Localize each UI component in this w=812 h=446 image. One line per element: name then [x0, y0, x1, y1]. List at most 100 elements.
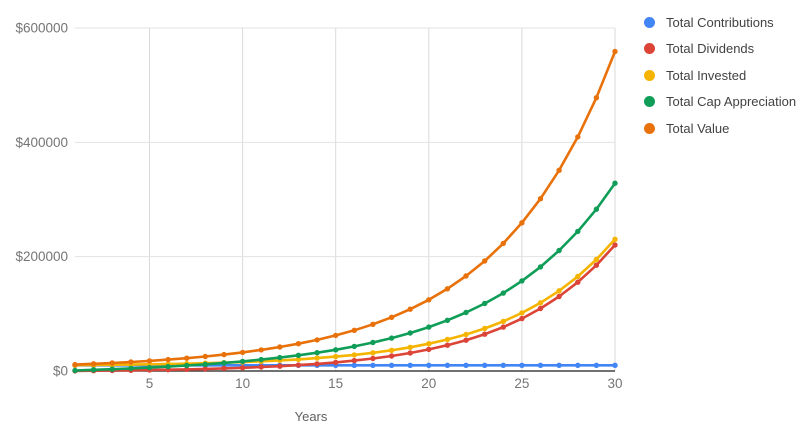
data-point-total-dividends[interactable] — [426, 346, 432, 353]
data-point-total-invested[interactable] — [444, 336, 451, 343]
data-point-total-value[interactable] — [519, 220, 525, 226]
data-point-total-cap-appreciation[interactable] — [146, 364, 153, 371]
data-point-total-dividends[interactable] — [221, 365, 227, 372]
data-point-total-dividends[interactable] — [575, 279, 581, 285]
data-point-total-cap-appreciation[interactable] — [128, 365, 134, 372]
data-point-total-cap-appreciation[interactable] — [556, 247, 562, 254]
data-point-total-invested[interactable] — [575, 273, 581, 280]
data-point-total-contributions[interactable] — [463, 362, 469, 368]
data-point-total-dividends[interactable] — [295, 362, 302, 368]
data-point-total-invested[interactable] — [500, 318, 506, 325]
data-point-total-contributions[interactable] — [593, 362, 600, 368]
data-point-total-value[interactable] — [482, 258, 488, 264]
data-point-total-value[interactable] — [90, 361, 97, 367]
data-point-total-contributions[interactable] — [575, 362, 581, 368]
data-point-total-value[interactable] — [202, 353, 208, 360]
data-point-total-value[interactable] — [575, 134, 581, 140]
data-point-total-invested[interactable] — [556, 288, 562, 294]
data-point-total-invested[interactable] — [370, 350, 376, 356]
data-point-total-value[interactable] — [109, 360, 115, 366]
data-point-total-value[interactable] — [184, 355, 190, 361]
data-point-total-cap-appreciation[interactable] — [239, 358, 246, 365]
data-point-total-value[interactable] — [556, 167, 562, 173]
data-point-total-value[interactable] — [593, 95, 600, 101]
series-total-cap-appreciation[interactable] — [72, 180, 618, 374]
legend-item-total-value[interactable]: Total Value — [644, 115, 796, 142]
data-point-total-dividends[interactable] — [258, 364, 264, 370]
data-point-total-dividends[interactable] — [519, 315, 525, 322]
data-point-total-cap-appreciation[interactable] — [444, 317, 451, 323]
data-point-total-cap-appreciation[interactable] — [221, 360, 227, 366]
data-point-total-invested[interactable] — [351, 352, 357, 358]
legend-item-total-dividends[interactable]: Total Dividends — [644, 36, 796, 63]
data-point-total-cap-appreciation[interactable] — [593, 206, 600, 212]
data-point-total-value[interactable] — [463, 273, 469, 279]
data-point-total-value[interactable] — [612, 48, 618, 55]
data-point-total-dividends[interactable] — [370, 355, 376, 362]
data-point-total-value[interactable] — [221, 351, 227, 358]
data-point-total-invested[interactable] — [463, 331, 469, 338]
data-point-total-contributions[interactable] — [351, 362, 357, 368]
data-point-total-value[interactable] — [388, 314, 395, 320]
data-point-total-dividends[interactable] — [537, 305, 544, 312]
data-point-total-dividends[interactable] — [184, 366, 190, 373]
data-point-total-invested[interactable] — [482, 325, 488, 332]
data-point-total-cap-appreciation[interactable] — [184, 362, 190, 369]
data-point-total-invested[interactable] — [612, 236, 618, 242]
data-point-total-value[interactable] — [500, 240, 506, 247]
data-point-total-cap-appreciation[interactable] — [295, 352, 302, 358]
data-point-total-cap-appreciation[interactable] — [537, 264, 544, 270]
data-point-total-dividends[interactable] — [482, 331, 488, 337]
data-point-total-contributions[interactable] — [500, 362, 506, 368]
data-point-total-invested[interactable] — [314, 355, 320, 361]
data-point-total-cap-appreciation[interactable] — [165, 363, 171, 370]
data-point-total-value[interactable] — [351, 327, 357, 333]
data-point-total-contributions[interactable] — [612, 362, 618, 368]
data-point-total-value[interactable] — [370, 321, 376, 327]
data-point-total-contributions[interactable] — [519, 362, 525, 368]
data-point-total-cap-appreciation[interactable] — [575, 228, 581, 235]
data-point-total-cap-appreciation[interactable] — [388, 335, 395, 341]
data-point-total-dividends[interactable] — [444, 342, 451, 348]
data-point-total-dividends[interactable] — [202, 366, 208, 372]
data-point-total-cap-appreciation[interactable] — [258, 356, 264, 363]
data-point-total-contributions[interactable] — [482, 362, 488, 368]
data-point-total-value[interactable] — [277, 344, 283, 350]
data-point-total-cap-appreciation[interactable] — [407, 330, 413, 336]
data-point-total-value[interactable] — [258, 347, 264, 353]
data-point-total-contributions[interactable] — [556, 362, 562, 368]
data-point-total-cap-appreciation[interactable] — [612, 180, 618, 186]
data-point-total-dividends[interactable] — [277, 363, 283, 369]
data-point-total-cap-appreciation[interactable] — [90, 367, 97, 373]
data-point-total-invested[interactable] — [295, 356, 302, 363]
data-point-total-value[interactable] — [426, 297, 432, 303]
data-point-total-dividends[interactable] — [593, 262, 600, 268]
data-point-total-cap-appreciation[interactable] — [314, 350, 320, 356]
data-point-total-cap-appreciation[interactable] — [351, 343, 357, 350]
data-point-total-value[interactable] — [444, 286, 451, 292]
data-point-total-invested[interactable] — [537, 300, 544, 306]
data-point-total-value[interactable] — [146, 358, 153, 364]
data-point-total-cap-appreciation[interactable] — [482, 300, 488, 307]
data-point-total-dividends[interactable] — [407, 350, 413, 356]
legend-item-total-cap-appreciation[interactable]: Total Cap Appreciation — [644, 89, 796, 116]
data-point-total-value[interactable] — [295, 341, 302, 347]
data-point-total-dividends[interactable] — [314, 361, 320, 367]
data-point-total-contributions[interactable] — [370, 362, 376, 368]
data-point-total-invested[interactable] — [407, 344, 413, 350]
data-point-total-value[interactable] — [72, 361, 78, 368]
data-point-total-value[interactable] — [407, 306, 413, 312]
data-point-total-cap-appreciation[interactable] — [333, 347, 339, 353]
data-point-total-cap-appreciation[interactable] — [370, 339, 376, 346]
data-point-total-value[interactable] — [128, 359, 134, 365]
data-point-total-contributions[interactable] — [444, 362, 451, 368]
data-point-total-invested[interactable] — [593, 256, 600, 263]
data-point-total-cap-appreciation[interactable] — [109, 366, 115, 372]
data-point-total-dividends[interactable] — [500, 324, 506, 330]
data-point-total-dividends[interactable] — [556, 293, 562, 300]
data-point-total-invested[interactable] — [388, 347, 395, 353]
data-point-total-dividends[interactable] — [612, 242, 618, 248]
data-point-total-value[interactable] — [333, 332, 339, 339]
data-point-total-value[interactable] — [239, 349, 246, 356]
data-point-total-contributions[interactable] — [388, 362, 395, 368]
